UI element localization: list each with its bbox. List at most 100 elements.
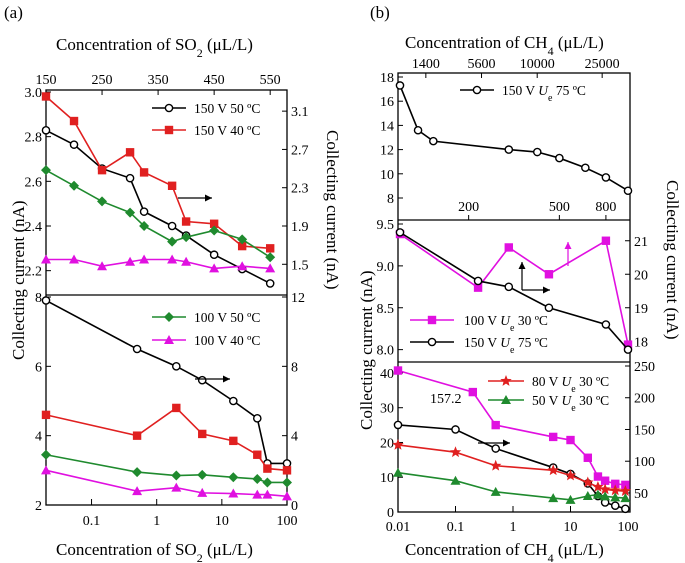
b-bottom-series-0-point xyxy=(566,435,575,445)
a-bottom-series-3-point xyxy=(282,491,292,501)
b-bottom-series-2-point xyxy=(592,481,604,492)
a-bottom-series-0-point xyxy=(229,396,238,406)
b-top-ytick-left-label: 16 xyxy=(380,95,394,110)
b-bottom-ytick-right-label: 250 xyxy=(634,360,655,375)
a-top-series-2-point xyxy=(41,165,51,176)
b-mid-ytick-left-label: 9.5 xyxy=(377,218,395,233)
a-top-series-1-point xyxy=(167,181,177,190)
b-bottom-series-1-point xyxy=(393,420,403,430)
b-bottom-series-0-point xyxy=(621,480,630,490)
a-top-series-2-point xyxy=(139,221,150,231)
a-bottom-series-3-point xyxy=(171,482,182,492)
a-legend-text: 100 V 40 ºC xyxy=(194,333,260,348)
a-bottom-series-2-point xyxy=(262,477,273,488)
a-top-series-2-point xyxy=(237,234,248,245)
b-mid-series-1-line xyxy=(399,231,629,351)
b-bottom-series-0-point xyxy=(468,387,478,397)
b-mid-ytick-left-label: 8.5 xyxy=(377,302,395,317)
a-top-series-0-point xyxy=(69,140,79,149)
b-top-xtick-label: 5600 xyxy=(468,57,496,72)
b-top-xtick-label: 25000 xyxy=(585,57,620,72)
b-top-series-0-point xyxy=(623,186,633,196)
b-bottom-annotation: 157.2 xyxy=(430,392,462,407)
a-bottom-axis-title: Concentration of SO2 (μL/L) xyxy=(56,540,253,563)
b-bottom-series-0-point xyxy=(583,453,593,462)
b-mid-series-0-line xyxy=(399,233,629,345)
a-top-series-0-point xyxy=(265,279,275,288)
b-bottom-xtick-label: 1 xyxy=(510,520,517,535)
a-top-series-3-point xyxy=(139,254,150,264)
b-bottom-ytick-left-label: 40 xyxy=(380,367,394,382)
a-top-series-2-point xyxy=(265,252,276,263)
a-top-series-1-point xyxy=(181,217,191,226)
a-top-ytick-right-label: 2.3 xyxy=(291,182,309,197)
b-mid-legend-text: 150 V Ue 75 ºC xyxy=(464,335,548,356)
b-bottom-xtick-label: 10 xyxy=(564,520,578,535)
a-top-series-3-point xyxy=(265,263,276,273)
panel-b-label: (b) xyxy=(370,3,390,22)
b-bottom-series-3-point xyxy=(620,493,631,503)
b-bottom-series-0-point xyxy=(548,432,558,442)
a-top-ytick-right-label: 1.9 xyxy=(291,220,309,235)
a-top-series-3-point xyxy=(167,254,178,264)
panel-a-label: (a) xyxy=(4,3,23,22)
a-bottom-series-1-point xyxy=(198,429,207,439)
a-bottom-series-3-point xyxy=(228,488,239,498)
b-bottom-arrow-head xyxy=(503,439,510,447)
a-legend-marker xyxy=(164,312,174,322)
b-bottom-series-3-point xyxy=(548,493,559,503)
b-bottom-ytick-left-label: 0 xyxy=(387,506,394,521)
a-top-series-3-point xyxy=(125,256,136,266)
b-bottom-series-2-point xyxy=(582,476,594,488)
a-top-xtick-label: 350 xyxy=(148,73,169,88)
a-bottom-series-1-point xyxy=(41,410,51,420)
a-legend-text: 150 V 50 ºC xyxy=(194,101,260,116)
b-right-axis-title: Collecting current (nA) xyxy=(663,180,682,340)
b-mid-series-1-point xyxy=(504,282,514,292)
a-bottom-ytick-right-label: 12 xyxy=(291,291,305,306)
b-bottom-legend-text: 50 V Ue 30 ºC xyxy=(532,393,609,414)
a-top-series-3-point xyxy=(237,261,248,271)
a-bottom-ytick-left-label: 6 xyxy=(35,360,42,375)
b-top-series-0-point xyxy=(413,125,423,135)
b-bottom-series-3-point xyxy=(610,492,621,502)
b-bottom-xtick-label: 100 xyxy=(618,520,639,535)
a-bottom-series-2-point xyxy=(132,467,143,478)
b-top-series-0-point xyxy=(504,145,514,154)
a-top-series-0-point xyxy=(41,125,51,135)
a-top-series-0-line xyxy=(45,129,271,285)
b-mid-legend-marker xyxy=(427,315,437,325)
a-top-ytick-left-label: 2.8 xyxy=(25,131,43,146)
b-bottom-ytick-right-label: 50 xyxy=(634,487,648,502)
a-top-series-2-line xyxy=(45,169,271,258)
b-top-inner-tick-label: 500 xyxy=(549,200,570,215)
a-top-series-2-point xyxy=(209,225,220,236)
a-bottom-series-3-point xyxy=(262,489,273,499)
b-bottom-legend-marker xyxy=(500,375,512,386)
b-top-series-0-point xyxy=(429,136,438,146)
b-bottom-series-0-point xyxy=(611,479,620,489)
b-top-ytick-left-label: 8 xyxy=(387,192,394,207)
a-bottom-series-0-point xyxy=(252,414,262,423)
b-bottom-series-2-point xyxy=(619,485,632,496)
b-mid-series-1-point xyxy=(473,276,483,286)
a-top-ytick-right-label: 3.1 xyxy=(291,105,309,120)
b-bottom-legend-text: 80 V Ue 30 ºC xyxy=(532,374,609,395)
b-mid-series-0-point xyxy=(623,340,633,349)
a-bottom-xtick-label: 10 xyxy=(215,514,229,529)
a-legend-marker xyxy=(164,335,174,344)
b-bottom-series-2-point xyxy=(547,464,559,476)
b-mid-ytick-right-label: 20 xyxy=(634,268,648,283)
b-mid-series-1-point xyxy=(395,228,405,237)
a-bottom-ytick-left-label: 4 xyxy=(35,430,42,445)
b-mid-arrow-right-head xyxy=(543,286,550,294)
a-top-ytick-left-label: 2.2 xyxy=(25,265,43,280)
b-bottom-series-3-point xyxy=(393,467,403,477)
b-bottom-series-2-line xyxy=(397,444,626,492)
b-bottom-axis-title: Concentration of CH4 (μL/L) xyxy=(405,540,604,563)
a-top-series-3-point xyxy=(181,256,192,266)
a-top-series-3-point xyxy=(41,254,51,264)
b-bottom-series-0-line xyxy=(397,369,626,486)
b-mid-ytick-right-label: 19 xyxy=(634,302,648,317)
a-right-axis-title: Collecting current (nA) xyxy=(323,130,342,290)
